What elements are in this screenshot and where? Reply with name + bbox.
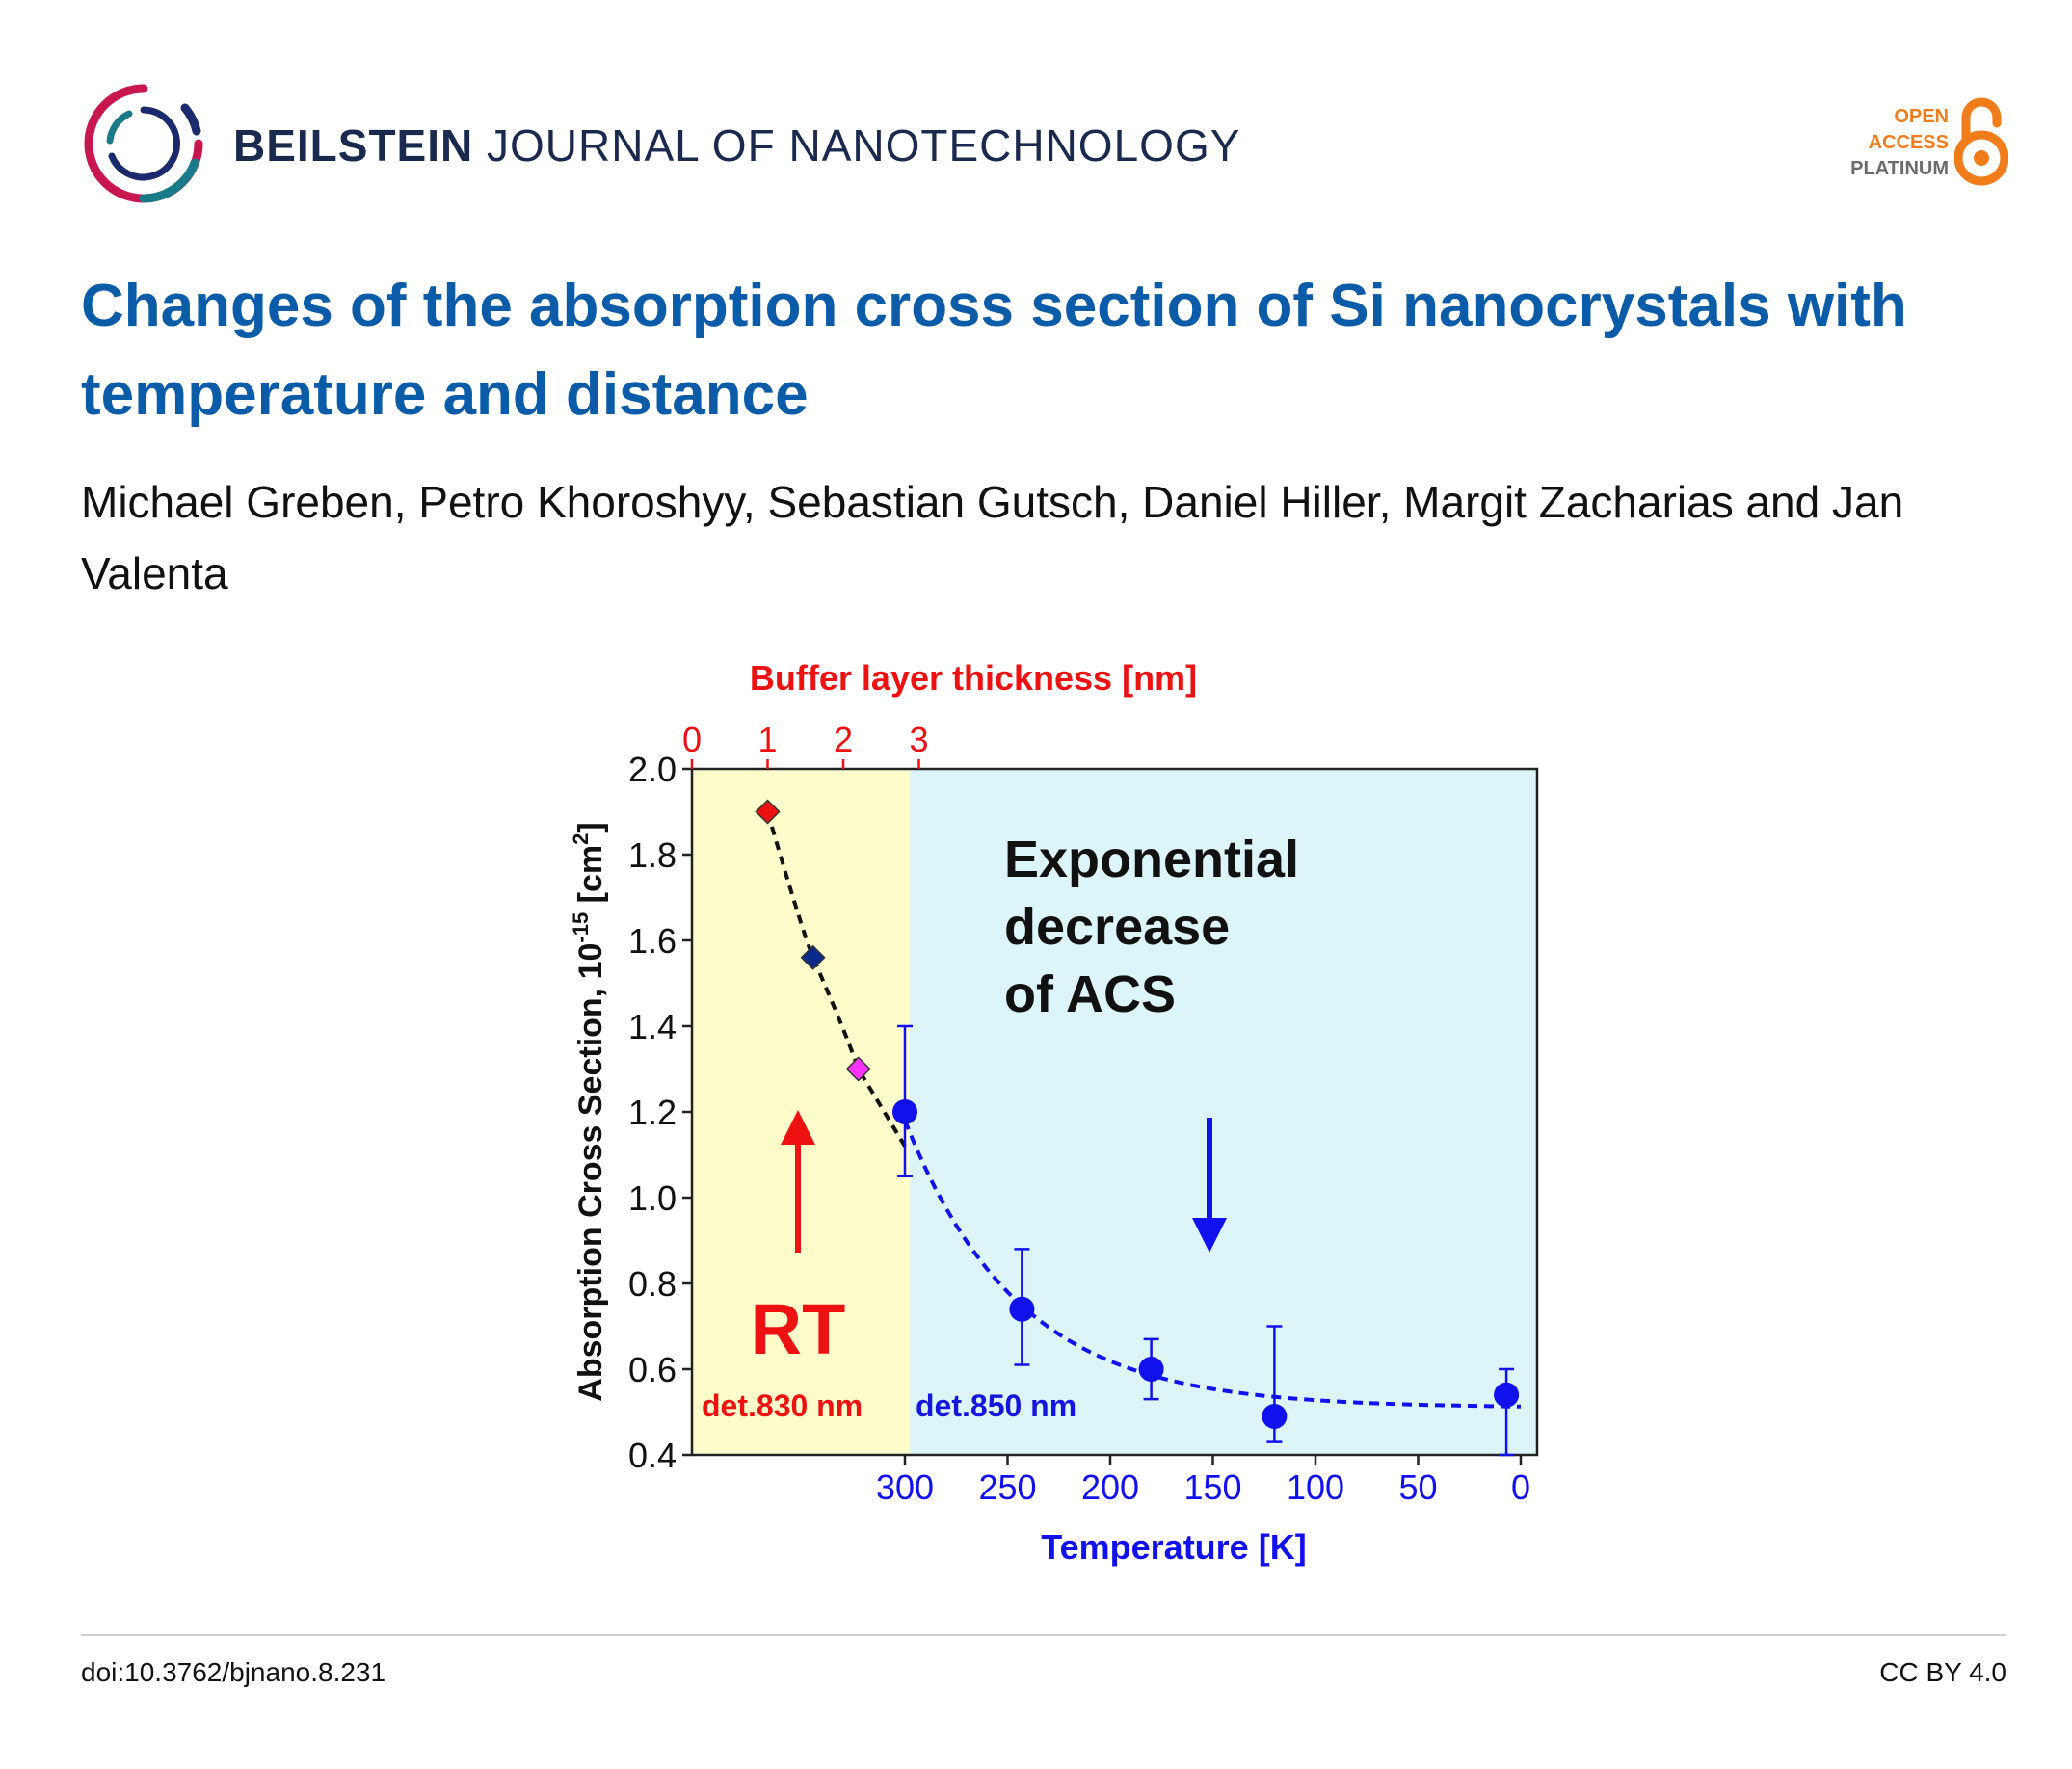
graphical-abstract-figure: 2.0 1.8 1.6 1.4 1.2 1.0 0.8 0.6 0.4 0 1 2 3 Buffer la… xyxy=(540,646,1600,1609)
y-tick-label: 0.8 xyxy=(628,1264,677,1304)
top-tick-label: 3 xyxy=(909,720,928,759)
absorption-cross-section-chart: 2.0 1.8 1.6 1.4 1.2 1.0 0.8 0.6 0.4 0 1 2 3 Buffer la… xyxy=(569,658,1539,1567)
badge-line-platinum: PLATINUM xyxy=(1850,158,1949,179)
open-lock-icon xyxy=(1954,97,2008,186)
y-axis-label-exponent: -15 xyxy=(569,912,593,943)
top-tick-label: 0 xyxy=(682,720,702,759)
badge-line-open: OPEN xyxy=(1894,106,1949,127)
bottom-tick-label: 50 xyxy=(1398,1467,1437,1507)
region-label-850: det.850 nm xyxy=(916,1388,1076,1423)
paper-authors: Michael Greben, Petro Khoroshyy, Sebasti… xyxy=(81,477,1904,598)
y-tick-label: 1.4 xyxy=(628,1007,677,1046)
y-axis-label-unit-exponent: 2 xyxy=(569,833,593,845)
top-tick-label: 2 xyxy=(834,720,853,759)
annotation-exponential-line: Exponential xyxy=(1004,831,1299,888)
region-temperature-series xyxy=(910,769,1537,1455)
journal-name-rest: JOURNAL OF NANOTECHNOLOGY xyxy=(487,120,1241,171)
bottom-tick-label: 150 xyxy=(1183,1467,1241,1507)
fit-curve-thickness xyxy=(765,810,907,1148)
license-text: CC BY 4.0 xyxy=(1879,1657,2006,1687)
doi-text: doi:10.3762/bjnano.8.231 xyxy=(81,1657,386,1687)
journal-name: BEILSTEIN JOURNAL OF NANOTECHNOLOGY xyxy=(233,119,1240,172)
y-tick-label: 0.6 xyxy=(628,1350,677,1389)
paper-title: Changes of the absorption cross section … xyxy=(81,273,1907,428)
top-tick-label: 1 xyxy=(757,720,777,759)
bottom-tick-label: 300 xyxy=(876,1467,934,1507)
y-axis-label-end: ] xyxy=(572,822,609,832)
region-label-830: det.830 nm xyxy=(702,1388,863,1423)
data-point-diamond xyxy=(755,799,781,825)
bottom-axis-label: Temperature [K] xyxy=(1041,1527,1306,1567)
annotation-exponential-line: decrease xyxy=(1004,898,1230,956)
y-tick-label: 0.4 xyxy=(628,1436,677,1475)
badge-line-access: ACCESS xyxy=(1868,132,1949,153)
bottom-tick-label: 250 xyxy=(978,1467,1036,1507)
data-point-circle xyxy=(1262,1403,1288,1429)
bottom-tick-label: 100 xyxy=(1287,1467,1344,1507)
bottom-tick-label: 200 xyxy=(1081,1467,1139,1507)
y-tick-label: 1.0 xyxy=(628,1178,677,1218)
journal-header: BEILSTEIN JOURNAL OF NANOTECHNOLOGY OPEN… xyxy=(81,81,2008,216)
open-access-badge: OPEN ACCESS PLATINUM xyxy=(1816,94,2008,200)
data-point-diamond xyxy=(845,1056,871,1082)
data-point-circle xyxy=(892,1099,917,1124)
fit-curve-exponential xyxy=(903,1120,1522,1409)
y-axis-label: Absorption Cross Section, 10-15 [cm2] xyxy=(569,822,609,1401)
data-point-circle xyxy=(1009,1296,1035,1322)
annotation-exponential-line: of ACS xyxy=(1004,965,1176,1023)
journal-name-bold: BEILSTEIN xyxy=(233,120,474,171)
y-tick-label: 1.8 xyxy=(628,835,677,875)
data-point-circle xyxy=(1138,1357,1164,1382)
data-point-circle xyxy=(1494,1382,1520,1408)
data-point-diamond xyxy=(800,944,826,970)
y-axis-label-main: Absorption Cross Section, 10 xyxy=(572,943,609,1402)
bottom-tick-label: 0 xyxy=(1511,1467,1530,1507)
beilstein-ring-logo-icon xyxy=(84,84,203,203)
top-axis-label: Buffer layer thickness [nm] xyxy=(750,658,1197,698)
y-axis-label-unit: [cm xyxy=(572,845,609,912)
y-tick-label: 1.2 xyxy=(628,1093,677,1132)
footer-divider xyxy=(81,1634,2006,1636)
y-tick-label: 1.6 xyxy=(628,921,677,961)
open-access-text: OPEN ACCESS PLATINUM xyxy=(1816,104,1949,182)
y-tick-label: 2.0 xyxy=(628,750,677,789)
annotation-rt: RT xyxy=(751,1289,846,1369)
